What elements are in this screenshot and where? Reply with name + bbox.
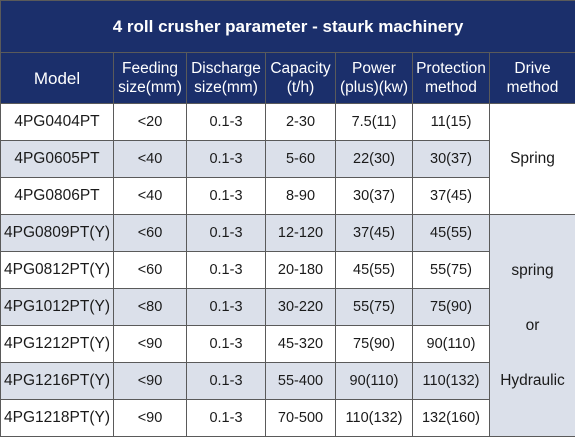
cell-capacity: 30-220 [265,288,336,326]
header-capacity: Capacity (t/h) [265,52,336,104]
header-power-line2: (plus)(kw) [339,79,409,96]
cell-protection: 45(55) [412,214,490,252]
cell-discharge-size: 0.1-3 [186,177,266,215]
cell-power: 75(90) [335,325,413,363]
header-capacity-line2: (t/h) [286,79,315,96]
header-feeding-line2: size(mm) [118,79,182,96]
header-discharge-line2: size(mm) [194,79,258,96]
header-feeding-size: Feeding size(mm) [113,52,187,104]
cell-feeding-size: <40 [113,140,187,178]
header-model: Model [0,52,114,104]
cell-feeding-size: <90 [113,325,187,363]
drive-gap [491,281,575,316]
header-protection-line1: Protection [416,60,486,77]
cell-power: 55(75) [335,288,413,326]
crusher-parameter-table: 4 roll crusher parameter - staurk machin… [0,0,575,437]
cell-feeding-size: <60 [113,251,187,289]
table-title: 4 roll crusher parameter - staurk machin… [0,0,575,53]
cell-feeding-size: <20 [113,103,187,141]
header-capacity-line1: Capacity [270,60,331,77]
table-row: 4PG0404PT <20 0.1-3 2-30 7.5(11) 11(15) … [0,103,575,215]
cell-protection: 90(110) [412,325,490,363]
table-row: 4PG0806PT <40 0.1-3 8-90 30(37) 37(45) [0,177,575,215]
cell-protection: 132(160) [412,399,490,437]
table-row: 4PG0812PT(Y) <60 0.1-3 20-180 45(55) 55(… [0,251,575,289]
table-row: 4PG1216PT(Y) <90 0.1-3 55-400 90(110) 11… [0,362,575,400]
drive-option-or: or [525,316,540,334]
cell-capacity: 8-90 [265,177,336,215]
title-row: 4 roll crusher parameter - staurk machin… [0,0,575,53]
header-power-line1: Power [352,60,396,77]
cell-feeding-size: <60 [113,214,187,252]
cell-capacity: 45-320 [265,325,336,363]
drive-option-spring: spring [511,261,554,279]
cell-power: 110(132) [335,399,413,437]
cell-protection: 55(75) [412,251,490,289]
table-row: 4PG0605PT <40 0.1-3 5-60 22(30) 30(37) [0,140,575,178]
cell-capacity: 12-120 [265,214,336,252]
cell-discharge-size: 0.1-3 [186,251,266,289]
drive-gap [491,336,575,371]
table-row: 4PG1212PT(Y) <90 0.1-3 45-320 75(90) 90(… [0,325,575,363]
cell-discharge-size: 0.1-3 [186,214,266,252]
cell-model: 4PG1216PT(Y) [0,362,114,400]
cell-protection: 11(15) [412,103,490,141]
header-protection-method: Protection method [412,52,490,104]
cell-power: 45(55) [335,251,413,289]
cell-protection: 75(90) [412,288,490,326]
cell-model: 4PG1218PT(Y) [0,399,114,437]
cell-feeding-size: <90 [113,399,187,437]
cell-protection: 37(45) [412,177,490,215]
header-feeding-line1: Feeding [121,60,178,77]
header-drive-method: Drive method [488,52,575,104]
drive-option-hydraulic: Hydraulic [500,371,565,389]
cell-power: 37(45) [335,214,413,252]
cell-power: 22(30) [335,140,413,178]
header-row: Model Feeding size(mm) Discharge size(mm) … [0,52,575,104]
cell-model: 4PG1212PT(Y) [0,325,114,363]
header-discharge-size: Discharge size(mm) [186,52,266,104]
cell-capacity: 5-60 [265,140,336,178]
table-row: 4PG1218PT(Y) <90 0.1-3 70-500 110(132) 1… [0,399,575,437]
cell-model: 4PG0806PT [0,177,114,215]
cell-capacity: 2-30 [265,103,336,141]
cell-discharge-size: 0.1-3 [186,399,266,437]
cell-feeding-size: <90 [113,362,187,400]
header-protection-line2: method [425,79,477,96]
cell-discharge-size: 0.1-3 [186,288,266,326]
cell-discharge-size: 0.1-3 [186,362,266,400]
cell-power: 7.5(11) [335,103,413,141]
header-drive-line1: Drive [514,60,551,77]
header-discharge-line1: Discharge [191,60,261,77]
cell-discharge-size: 0.1-3 [186,325,266,363]
cell-power: 30(37) [335,177,413,215]
cell-drive-method-spring-or-hydraulic: spring or Hydraulic [488,214,575,437]
cell-capacity: 20-180 [265,251,336,289]
cell-model: 4PG0812PT(Y) [0,251,114,289]
table-row: 4PG0809PT(Y) <60 0.1-3 12-120 37(45) 45(… [0,214,575,437]
cell-power: 90(110) [335,362,413,400]
header-drive-line2: method [506,79,559,96]
cell-model: 4PG0809PT(Y) [0,214,114,252]
cell-protection: 30(37) [412,140,490,178]
cell-discharge-size: 0.1-3 [186,140,266,178]
cell-model: 4PG0404PT [0,103,114,141]
cell-capacity: 70-500 [265,399,336,437]
header-power: Power (plus)(kw) [335,52,413,104]
cell-model: 4PG1012PT(Y) [0,288,114,326]
cell-drive-method-spring: Spring [488,103,575,215]
cell-feeding-size: <40 [113,177,187,215]
header-model-label: Model [33,68,81,88]
cell-capacity: 55-400 [265,362,336,400]
cell-discharge-size: 0.1-3 [186,103,266,141]
table-row: 4PG1012PT(Y) <80 0.1-3 30-220 55(75) 75(… [0,288,575,326]
cell-model: 4PG0605PT [0,140,114,178]
cell-protection: 110(132) [412,362,490,400]
cell-feeding-size: <80 [113,288,187,326]
